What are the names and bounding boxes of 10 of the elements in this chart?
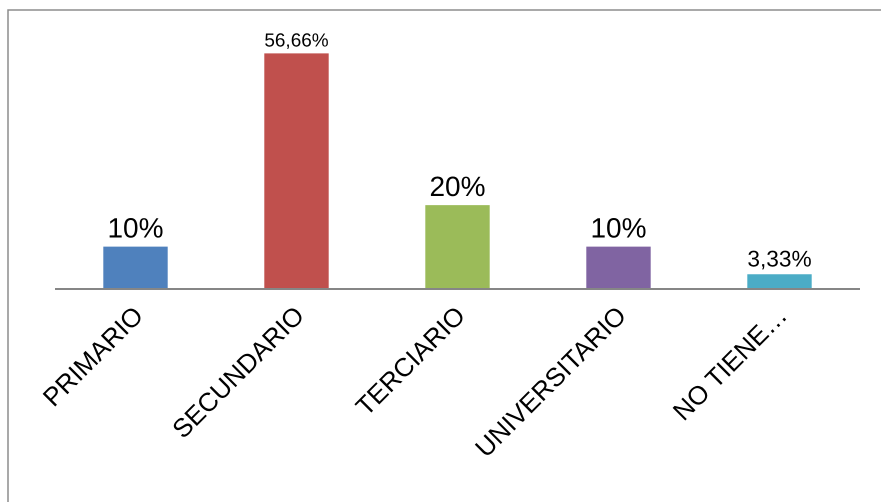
bar xyxy=(425,205,490,288)
bar xyxy=(747,274,812,288)
data-label: 20% xyxy=(429,171,486,202)
data-label: 10% xyxy=(107,212,164,244)
bar xyxy=(264,53,329,288)
bar xyxy=(586,246,651,288)
data-label: 56,66% xyxy=(264,30,329,52)
data-label: 10% xyxy=(590,212,647,244)
data-label: 3,33% xyxy=(747,245,812,272)
bar xyxy=(103,246,168,288)
